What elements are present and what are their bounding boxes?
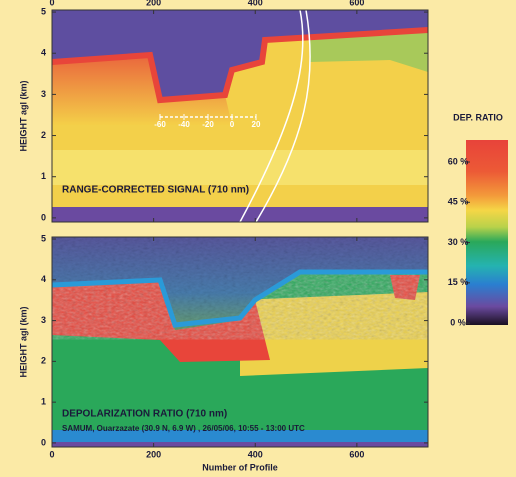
x-tick-label: 200 — [146, 449, 161, 459]
y-tick-label: 4 — [41, 48, 46, 58]
frame — [51, 9, 429, 223]
y-tick-label: 3 — [41, 315, 46, 325]
y-tick-label: 3 — [41, 89, 46, 99]
x-tick-label: 200 — [146, 0, 161, 7]
colorbar-title: DEP. RATIO — [453, 112, 503, 122]
colorbar — [466, 140, 508, 325]
y-tick-label: 2 — [41, 356, 46, 366]
signal-image — [52, 10, 428, 222]
depol-image — [52, 237, 428, 447]
inset-tick-label: 20 — [252, 120, 261, 129]
inset-tick-label: -60 — [154, 120, 166, 129]
y-tick-label: 1 — [41, 397, 46, 407]
y-tick-label: 5 — [41, 6, 46, 16]
colorbar-tick-label: 15 % — [448, 277, 469, 287]
y-tick-label: 2 — [41, 130, 46, 140]
x-tick-label: 0 — [49, 0, 54, 7]
y-tick-label: 4 — [41, 274, 46, 284]
inset-tick-label: -20 — [202, 120, 214, 129]
x-axis-label: Number of Profile — [202, 462, 278, 472]
colorbar-tick-label: 60 % — [448, 156, 469, 166]
y-tick-label: 0 — [41, 212, 46, 222]
y-tick-label: 0 — [41, 437, 46, 447]
annotation: DEPOLARIZATION RATIO (710 nm) — [62, 409, 227, 420]
annotation: RANGE-CORRECTED SIGNAL (710 nm) — [62, 185, 249, 196]
caption: SAMUM, Ouarzazate (30.9 N, 6.9 W) , 26/0… — [62, 424, 305, 433]
inset-tick-label: 0 — [230, 120, 235, 129]
y-tick-label: 1 — [41, 171, 46, 181]
y-tick-label: 5 — [41, 233, 46, 243]
frame — [51, 236, 429, 448]
colorbar-tick-label: 30 % — [448, 237, 469, 247]
y-axis-label: HEIGHT agl (km) — [18, 306, 28, 377]
x-tick-label: 400 — [248, 0, 263, 7]
y-axis-label: HEIGHT agl (km) — [18, 80, 28, 151]
colorbar-tick-label: 0 % — [450, 317, 466, 327]
x-tick-label: 0 — [49, 449, 54, 459]
x-tick-label: 600 — [349, 449, 364, 459]
x-tick-label: 400 — [248, 449, 263, 459]
x-tick-label: 600 — [349, 0, 364, 7]
colorbar-tick-label: 45 % — [448, 197, 469, 207]
inset-tick-label: -40 — [178, 120, 190, 129]
